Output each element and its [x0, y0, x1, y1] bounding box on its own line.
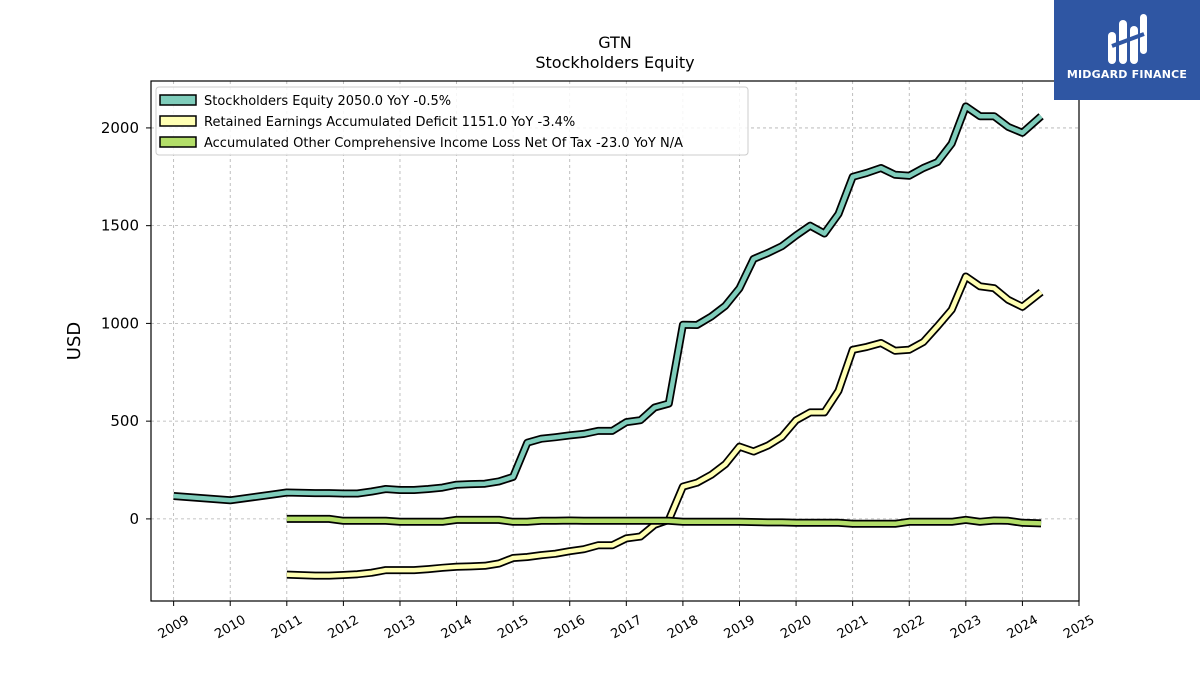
logo-text: MIDGARD FINANCE [1066, 68, 1188, 81]
x-axis: 2009 2010 2011 2012 2013 2014 2015 2016 2017 2018… [156, 601, 1097, 643]
x-tick-label: 2011 [269, 613, 305, 643]
chart-subtitle: Stockholders Equity [535, 53, 694, 72]
legend: Stockholders Equity 2050.0 YoY -0.5% Ret… [155, 86, 749, 156]
x-tick-label: 2020 [778, 613, 814, 643]
series-line-2 [286, 516, 1042, 527]
legend-label-aoci: Accumulated Other Comprehensive Income L… [204, 136, 683, 151]
midgard-logo-icon [1108, 14, 1147, 64]
legend-swatch-retained [159, 115, 197, 127]
x-tick-label: 2019 [722, 613, 758, 643]
y-axis-label: USD [64, 322, 85, 360]
series-line-0 [173, 104, 1043, 503]
plot-frame [150, 80, 1080, 602]
x-tick-label: 2009 [156, 613, 192, 643]
x-tick-label: 2017 [608, 613, 644, 643]
legend-label-equity: Stockholders Equity 2050.0 YoY -0.5% [204, 94, 451, 109]
x-tick-label: 2012 [326, 613, 362, 643]
legend-swatch-aoci [159, 136, 197, 148]
chart-title: GTN [598, 33, 632, 52]
x-tick-label: 2025 [1061, 613, 1097, 643]
x-tick-label: 2014 [439, 613, 475, 643]
x-tick-label: 2016 [552, 613, 588, 643]
x-tick-label: 2010 [212, 613, 248, 643]
y-axis: 0 500 1000 1500 2000 [101, 119, 151, 528]
y-tick-label: 1000 [101, 314, 139, 332]
y-tick-label: 2000 [101, 119, 139, 137]
series-outline-0 [173, 102, 1044, 505]
x-tick-label: 2018 [665, 613, 701, 643]
legend-box [155, 86, 749, 156]
y-tick-label: 500 [110, 412, 139, 430]
x-tick-label: 2023 [948, 613, 984, 643]
series-layer [173, 102, 1044, 580]
x-tick-label: 2024 [1005, 613, 1041, 643]
x-tick-label: 2022 [891, 613, 927, 643]
legend-swatch-equity [159, 94, 197, 106]
y-tick-label: 1500 [101, 217, 139, 235]
legend-label-retained: Retained Earnings Accumulated Deficit 11… [204, 115, 575, 130]
y-tick-label: 0 [129, 510, 139, 528]
x-tick-label: 2013 [382, 613, 418, 643]
x-tick-label: 2021 [835, 613, 871, 643]
brand-logo: MIDGARD FINANCE [1054, 0, 1200, 100]
x-tick-label: 2015 [495, 613, 531, 643]
